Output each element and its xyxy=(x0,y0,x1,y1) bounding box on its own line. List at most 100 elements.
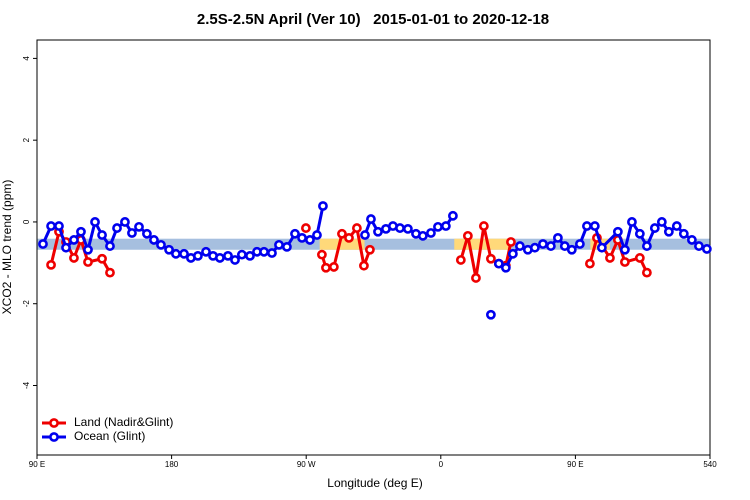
data-point xyxy=(105,267,115,278)
data-point xyxy=(366,214,376,224)
data-point xyxy=(440,221,451,231)
data-point xyxy=(582,221,592,231)
x-tick-label: 90 E xyxy=(29,460,45,469)
data-point xyxy=(61,242,71,253)
data-point xyxy=(585,258,595,269)
x-tick-label: 540 xyxy=(703,460,717,469)
data-point xyxy=(282,241,292,252)
data-point xyxy=(83,257,93,267)
data-point xyxy=(402,223,413,234)
data-point xyxy=(76,226,86,237)
data-point xyxy=(69,253,79,263)
y-tick-label: -2 xyxy=(22,300,31,308)
y-tick-label: 4 xyxy=(22,56,31,61)
data-point xyxy=(201,246,211,257)
data-point xyxy=(312,230,322,240)
data-point xyxy=(507,248,518,259)
data-point xyxy=(90,217,100,227)
data-point xyxy=(193,250,203,261)
data-point xyxy=(365,244,375,255)
x-tick-label: 90 E xyxy=(567,460,583,469)
data-point xyxy=(566,244,577,255)
data-point xyxy=(97,230,107,240)
data-point xyxy=(164,244,174,255)
y-axis-label: XCO2 - MLO trend (ppm) xyxy=(0,180,14,315)
data-point xyxy=(318,201,328,211)
data-point xyxy=(478,221,489,231)
data-point xyxy=(433,221,443,232)
data-point xyxy=(605,253,615,263)
data-point xyxy=(687,235,697,245)
x-tick-label: 90 W xyxy=(297,460,316,469)
data-point xyxy=(305,235,315,245)
data-point xyxy=(120,217,130,227)
data-point xyxy=(69,235,79,245)
data-point xyxy=(493,258,504,269)
data-point xyxy=(83,244,93,255)
data-point xyxy=(337,228,347,239)
data-point xyxy=(455,255,466,265)
data-point xyxy=(215,253,225,263)
legend-marker xyxy=(49,432,59,442)
reference-band xyxy=(37,238,710,250)
data-point xyxy=(641,267,652,278)
data-point xyxy=(321,262,331,273)
data-point xyxy=(559,241,570,251)
data-point xyxy=(171,248,181,259)
data-point xyxy=(373,226,383,237)
y-tick-label: 2 xyxy=(22,137,31,142)
data-point xyxy=(230,255,240,265)
data-point xyxy=(529,242,540,253)
data-point xyxy=(290,228,300,239)
data-point xyxy=(259,246,269,257)
data-point xyxy=(105,241,115,251)
data-point xyxy=(574,239,585,249)
data-point xyxy=(360,230,370,240)
data-point xyxy=(612,226,623,237)
x-axis-label: Longitude (deg E) xyxy=(327,476,422,490)
data-point xyxy=(417,230,428,241)
data-point xyxy=(97,253,107,264)
data-point xyxy=(553,232,563,243)
data-point xyxy=(694,241,704,251)
data-point xyxy=(620,244,630,255)
data-point xyxy=(486,309,496,320)
data-point xyxy=(301,223,311,233)
data-point xyxy=(538,239,548,249)
data-point xyxy=(236,249,247,260)
data-point xyxy=(701,244,712,254)
data-point xyxy=(245,250,255,261)
data-point xyxy=(267,248,277,258)
data-point xyxy=(649,223,660,233)
data-point xyxy=(641,241,652,251)
data-point xyxy=(149,235,159,245)
x-tick-label: 0 xyxy=(439,460,444,469)
data-point xyxy=(448,210,458,221)
data-point xyxy=(127,228,137,238)
data-point xyxy=(223,250,233,261)
data-point xyxy=(589,221,600,231)
data-point xyxy=(471,273,481,283)
data-point xyxy=(486,253,496,264)
data-point xyxy=(328,262,339,272)
data-point xyxy=(545,241,556,251)
data-point xyxy=(506,237,516,247)
land-band xyxy=(319,238,365,250)
legend-label: Land (Nadir&Glint) xyxy=(74,415,173,429)
data-point xyxy=(671,221,682,231)
data-point xyxy=(156,239,166,250)
data-point xyxy=(462,230,473,241)
data-point xyxy=(351,223,362,233)
data-point xyxy=(634,228,645,239)
data-point xyxy=(596,242,607,253)
data-point xyxy=(142,228,152,239)
data-point xyxy=(38,239,48,249)
chart-title: 2.5S-2.5N April (Ver 10) 2015-01-01 to 2… xyxy=(197,11,549,28)
y-tick-label: 0 xyxy=(22,219,31,224)
x-tick-label: 180 xyxy=(165,460,179,469)
data-point xyxy=(297,232,307,243)
data-point xyxy=(46,259,56,270)
data-point xyxy=(46,221,56,231)
data-point xyxy=(179,248,189,259)
